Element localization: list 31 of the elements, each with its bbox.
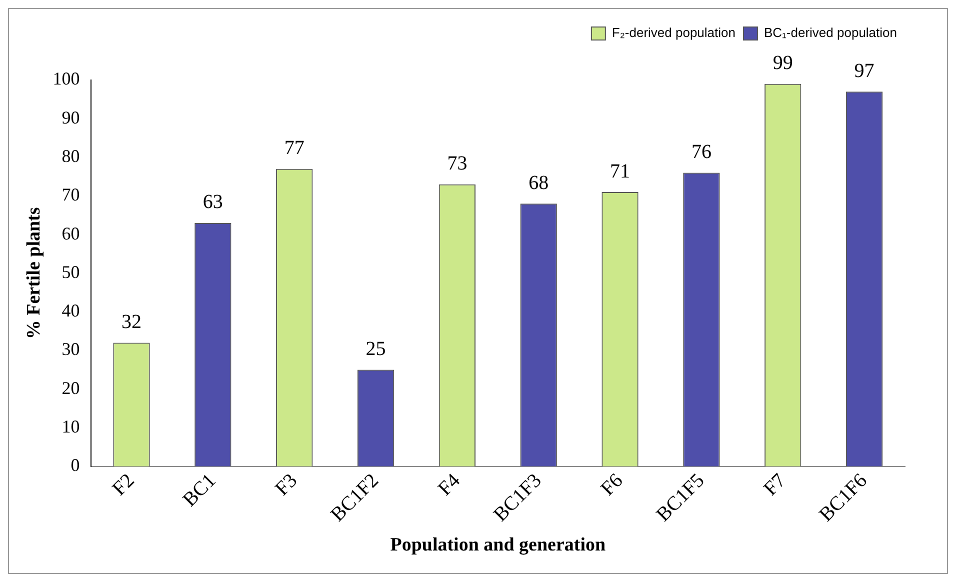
y-tick-label: 20 [62, 378, 80, 398]
x-tick-label: F4 [434, 470, 464, 500]
data-label: 63 [202, 191, 223, 214]
y-tick-label: 40 [62, 300, 80, 321]
y-tick-label: 0 [70, 455, 80, 476]
x-axis-title: Population and generation [390, 534, 606, 556]
y-tick-label: 30 [62, 339, 80, 360]
x-tick-label: F6 [596, 470, 628, 500]
data-label: 71 [610, 160, 630, 182]
y-tick-label: 70 [62, 184, 80, 205]
data-label: 77 [284, 137, 304, 160]
legend-label: BC₁-derived population [764, 25, 898, 40]
data-label: 68 [528, 172, 549, 194]
data-label: 97 [854, 60, 874, 82]
y-axis-title: % Fertile plants [23, 207, 44, 340]
x-tick-label: F3 [271, 470, 302, 500]
y-tick-label: 50 [62, 262, 80, 282]
x-tick-label: F7 [760, 470, 790, 500]
x-tick-label: F2 [108, 470, 139, 500]
y-tick-label: 90 [62, 107, 80, 128]
data-label: 76 [691, 140, 712, 163]
legend-label: F₂-derived population [612, 25, 736, 40]
y-tick-label: 10 [62, 416, 80, 436]
y-tick-label: 80 [62, 146, 80, 166]
data-label: 99 [772, 52, 793, 74]
x-tick-label: BC1 [178, 470, 220, 512]
y-tick-label: 60 [62, 223, 80, 244]
y-tick-label: 100 [52, 68, 80, 89]
data-label: 32 [122, 310, 142, 333]
data-label: 73 [447, 152, 468, 175]
data-label: 25 [366, 338, 386, 360]
